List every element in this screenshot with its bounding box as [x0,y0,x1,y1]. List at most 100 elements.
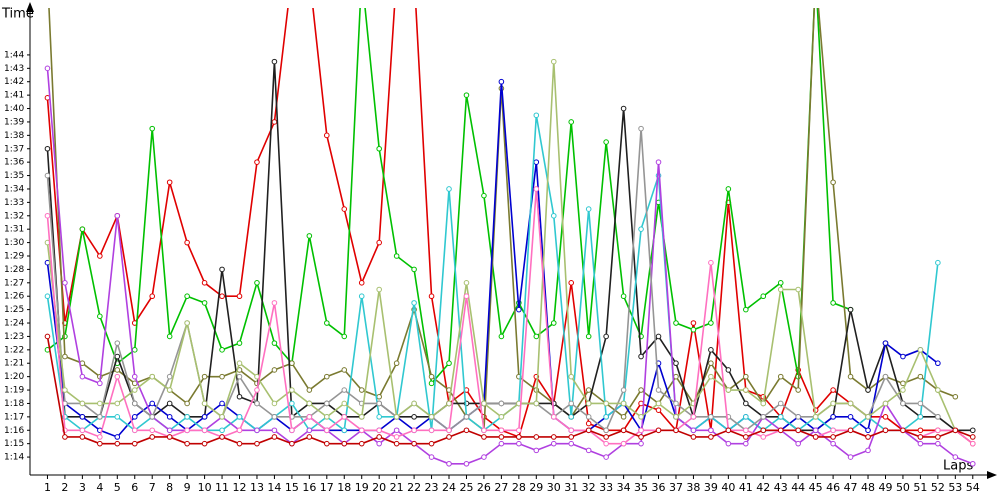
lap-marker [760,400,767,407]
x-tick-label: 17 [320,481,334,494]
y-tick-label: 1:19 [4,386,24,396]
lap-marker [446,360,452,367]
lap-marker [935,414,941,420]
lap-marker [376,400,382,407]
lap-marker [79,434,86,440]
lap-marker [638,427,644,434]
lap-marker [481,400,487,407]
x-tick-label: 8 [166,481,173,494]
lap-marker [865,387,871,393]
lap-marker [428,373,435,380]
lap-marker [533,186,540,192]
lap-marker [324,320,330,326]
lap-marker [114,434,121,440]
y-tick-label: 1:37 [4,144,24,154]
lap-marker [533,159,540,165]
lap-marker [760,427,767,434]
lap-marker [289,360,295,367]
lap-marker [341,427,348,434]
lap-marker [271,340,278,346]
lap-marker [114,367,121,373]
lap-marker [585,420,592,427]
lap-marker [777,280,784,286]
lap-marker [306,427,313,434]
lap-marker [236,393,243,400]
x-tick-label: 28 [512,481,526,494]
y-tick-label: 1:26 [4,292,24,302]
lap-marker [760,434,767,440]
lap-marker [952,393,959,400]
lap-marker [166,179,173,186]
lap-marker [219,400,225,407]
lap-marker [935,259,941,266]
y-tick-label: 1:31 [4,225,24,235]
lap-marker [603,333,609,340]
x-tick-label: 39 [704,481,718,494]
lap-marker [184,427,190,434]
lap-marker [271,58,278,65]
lap-marker [376,414,382,420]
lap-marker [411,414,417,420]
lap-marker [673,414,679,420]
lap-marker [236,427,243,434]
lap-marker [341,400,348,407]
lap-marker [254,387,260,393]
y-tick-label: 1:29 [4,251,24,261]
lap-marker [44,65,51,72]
lap-marker [708,414,714,420]
x-tick-label: 54 [966,481,980,494]
y-tick-label: 1:24 [4,319,24,329]
x-tick-label: 46 [826,481,840,494]
lap-marker [184,414,190,420]
lap-marker [585,387,592,393]
x-tick-label: 29 [529,481,543,494]
lap-marker [830,300,836,306]
lap-marker [341,387,348,393]
lap-marker [254,440,260,447]
lap-marker [777,286,784,293]
lap-marker [166,333,173,340]
lap-marker [411,440,417,447]
lap-marker [201,280,208,286]
lap-marker [620,293,627,300]
series-line [46,8,974,445]
y-tick-label: 1:39 [4,117,24,127]
y-axis-arrow [26,2,34,12]
x-tick-label: 14 [267,481,281,494]
x-tick-label: 42 [756,481,770,494]
lap-marker [62,387,68,393]
lap-marker [830,434,836,440]
lap-marker [760,414,767,420]
lap-marker [324,132,330,139]
lap-marker [585,414,592,420]
lap-marker [131,400,138,407]
lap-marker [201,440,208,447]
lap-marker [847,454,854,460]
x-tick-label: 20 [372,481,386,494]
x-tick-label: 32 [582,481,596,494]
lap-marker [935,387,941,393]
lap-marker [254,400,260,407]
lap-marker [463,280,470,286]
lap-marker [690,414,697,420]
lap-marker [184,400,190,407]
lap-marker [760,293,767,300]
lap-marker [44,212,51,219]
lap-marker [428,414,435,420]
lap-marker [114,440,121,447]
lap-marker [254,427,260,434]
lap-marker [79,414,86,420]
x-tick-label: 53 [948,481,962,494]
lap-marker [376,239,382,246]
lap-marker [935,360,941,367]
series-line [46,115,939,432]
y-tick-label: 1:28 [4,265,24,275]
x-tick-label: 40 [721,481,735,494]
lap-marker [306,233,313,239]
lap-marker [690,434,697,440]
lap-marker [97,440,103,447]
lap-marker [882,373,889,380]
lap-marker [917,434,924,440]
lap-marker [481,192,487,199]
series-line [48,8,956,432]
